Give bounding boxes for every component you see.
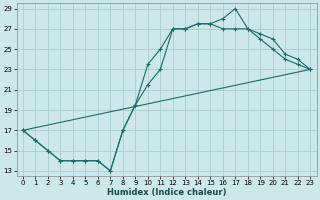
X-axis label: Humidex (Indice chaleur): Humidex (Indice chaleur) (107, 188, 226, 197)
